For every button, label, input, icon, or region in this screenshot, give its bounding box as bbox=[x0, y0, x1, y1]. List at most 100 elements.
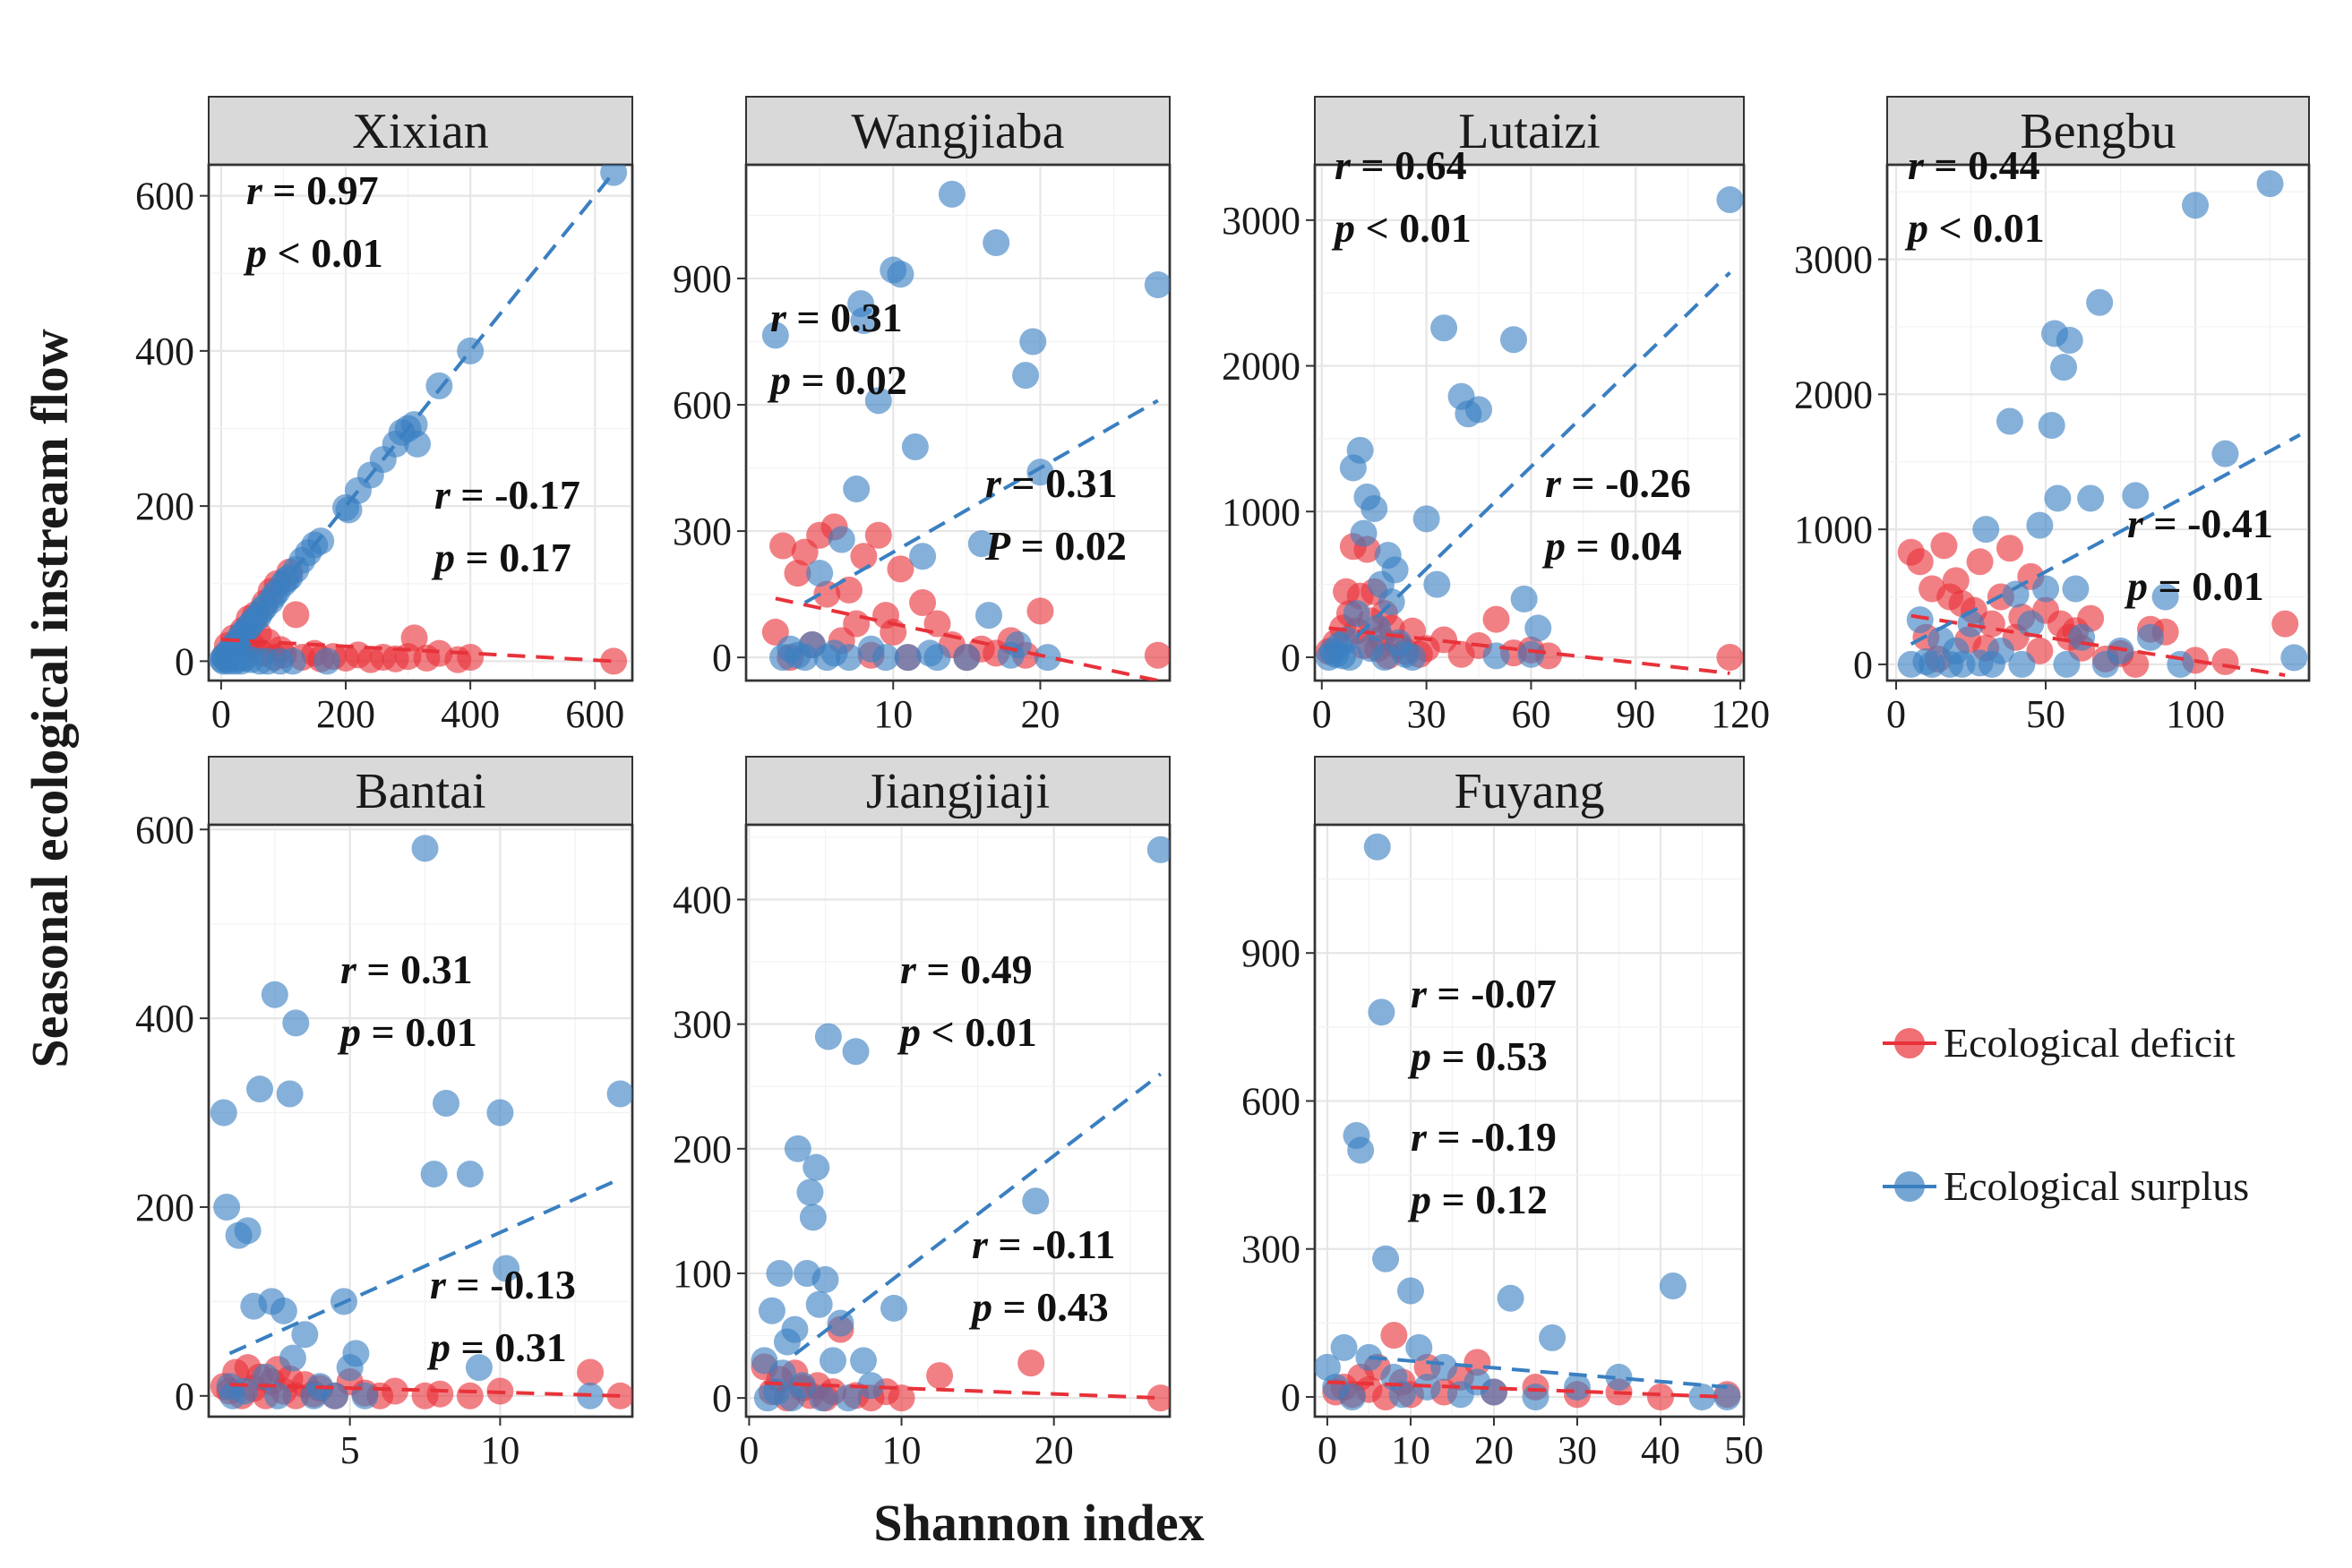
facet-strip bbox=[1314, 96, 1745, 166]
annotation-p-2-symbol: P bbox=[984, 523, 1011, 569]
surplus-point bbox=[1716, 186, 1744, 214]
x-tick-label: 10 bbox=[873, 692, 913, 736]
x-tick-label: 0 bbox=[1312, 692, 1332, 736]
surplus-point bbox=[835, 644, 863, 672]
annotation-p-2-value: = 0.31 bbox=[451, 1324, 567, 1370]
surplus-point bbox=[758, 1297, 785, 1324]
surplus-fit-line bbox=[1910, 433, 2301, 647]
annotation-r-2: r = -0.11 bbox=[972, 1221, 1115, 1267]
annotation-p-1: p = 0.53 bbox=[1407, 1033, 1548, 1079]
annotation-r-1: r = 0.97 bbox=[246, 167, 379, 213]
annotation-r-2-symbol: r bbox=[972, 1221, 989, 1267]
y-tick-label: 400 bbox=[135, 330, 194, 373]
surplus-point bbox=[425, 372, 453, 399]
surplus-point bbox=[2017, 610, 2045, 638]
data-marks bbox=[1315, 833, 1741, 1410]
y-tick-label: 3000 bbox=[1222, 199, 1300, 243]
surplus-point bbox=[276, 1080, 304, 1108]
deficit-point bbox=[926, 1362, 954, 1390]
annotation-r-2: r = -0.17 bbox=[434, 472, 580, 518]
surplus-point bbox=[606, 1080, 632, 1108]
annotation-p-2-symbol: p bbox=[968, 1284, 992, 1330]
deficit-point bbox=[282, 601, 310, 629]
surplus-point bbox=[2032, 575, 2060, 603]
surplus-point bbox=[465, 1354, 493, 1382]
surplus-point bbox=[1346, 436, 1374, 464]
plot-frame bbox=[744, 163, 1172, 682]
annotation-r-1: r = 0.31 bbox=[340, 947, 473, 992]
surplus-point bbox=[291, 1321, 319, 1349]
surplus-point bbox=[872, 644, 900, 672]
surplus-fit-line bbox=[1369, 1355, 1728, 1389]
deficit-point bbox=[577, 1358, 605, 1386]
x-tick-label: 10 bbox=[480, 1428, 519, 1472]
deficit-point bbox=[784, 560, 811, 587]
deficit-fit-line bbox=[229, 1383, 621, 1398]
surplus-point bbox=[842, 1038, 870, 1066]
deficit-point bbox=[887, 555, 914, 583]
surplus-point bbox=[2211, 440, 2239, 467]
annotation-p-2-symbol: p bbox=[2124, 563, 2148, 609]
surplus-point bbox=[246, 1075, 274, 1103]
surplus-point bbox=[1347, 1136, 1375, 1164]
deficit-fit-line bbox=[220, 638, 614, 664]
deficit-point bbox=[1966, 548, 1994, 576]
annotation-r-2-value: = 0.31 bbox=[1001, 460, 1118, 506]
x-tick-label: 0 bbox=[1318, 1428, 1337, 1472]
deficit-point bbox=[456, 1382, 484, 1409]
surplus-point bbox=[261, 981, 288, 1008]
annotation-r-2-value: = -0.19 bbox=[1427, 1114, 1557, 1160]
surplus-point bbox=[1368, 998, 1395, 1026]
deficit-point bbox=[888, 1384, 915, 1412]
surplus-point bbox=[456, 1161, 484, 1188]
surplus-fit-line bbox=[794, 1072, 1163, 1357]
y-tick-label: 2000 bbox=[1794, 373, 1873, 416]
annotation-p-1-value: < 0.01 bbox=[267, 230, 383, 276]
x-tick-label: 20 bbox=[1034, 1428, 1074, 1472]
annotation-p-1-symbol: p bbox=[1331, 205, 1355, 251]
annotation-p-2: p = 0.04 bbox=[1541, 523, 1682, 569]
surplus-point bbox=[901, 433, 929, 461]
y-tick-label: 300 bbox=[1241, 1228, 1300, 1272]
x-tick-label: 0 bbox=[211, 692, 231, 736]
surplus-point bbox=[766, 1259, 794, 1287]
deficit-point bbox=[1464, 1349, 1491, 1376]
legend-key-deficit-point bbox=[1894, 1028, 1925, 1058]
x-tick-label: 50 bbox=[2026, 692, 2065, 736]
annotation-p-2: p = 0.01 bbox=[2124, 563, 2264, 609]
surplus-point bbox=[2044, 484, 2072, 512]
deficit-point bbox=[600, 647, 628, 675]
annotation-p-1-symbol: p bbox=[1904, 205, 1928, 251]
surplus-point bbox=[796, 1178, 824, 1206]
surplus-point bbox=[282, 1009, 310, 1037]
annotation-p-2: p = 0.17 bbox=[431, 535, 571, 580]
plot-frame bbox=[1313, 163, 1746, 682]
surplus-fit-line bbox=[803, 398, 1159, 604]
x-tick-label: 100 bbox=[2166, 692, 2225, 736]
deficit-point bbox=[426, 1380, 454, 1408]
facet-strip bbox=[1314, 756, 1745, 826]
x-axis-title: Shannon index bbox=[873, 1494, 1204, 1552]
surplus-point bbox=[784, 1135, 811, 1162]
surplus-point bbox=[1338, 1383, 1366, 1410]
surplus-point bbox=[2008, 650, 2036, 678]
plot-area bbox=[207, 823, 634, 1418]
surplus-point bbox=[342, 1340, 370, 1367]
x-tick-label: 30 bbox=[1407, 692, 1446, 736]
legend: Ecological deficit Ecological surplus bbox=[1883, 1020, 2249, 1209]
surplus-point bbox=[313, 647, 341, 675]
surplus-point bbox=[1019, 328, 1047, 356]
surplus-point bbox=[2122, 482, 2150, 510]
x-tick-label: 600 bbox=[565, 692, 624, 736]
surplus-point bbox=[768, 1359, 796, 1387]
surplus-point bbox=[1361, 495, 1388, 522]
facet-strip bbox=[1886, 96, 2310, 166]
annotation-p-2-value: = 0.12 bbox=[1431, 1177, 1548, 1222]
surplus-point bbox=[1004, 631, 1032, 659]
surplus-point bbox=[843, 476, 871, 503]
surplus-point bbox=[1517, 640, 1545, 668]
facet-strip bbox=[745, 756, 1171, 826]
plot-area bbox=[744, 163, 1172, 682]
